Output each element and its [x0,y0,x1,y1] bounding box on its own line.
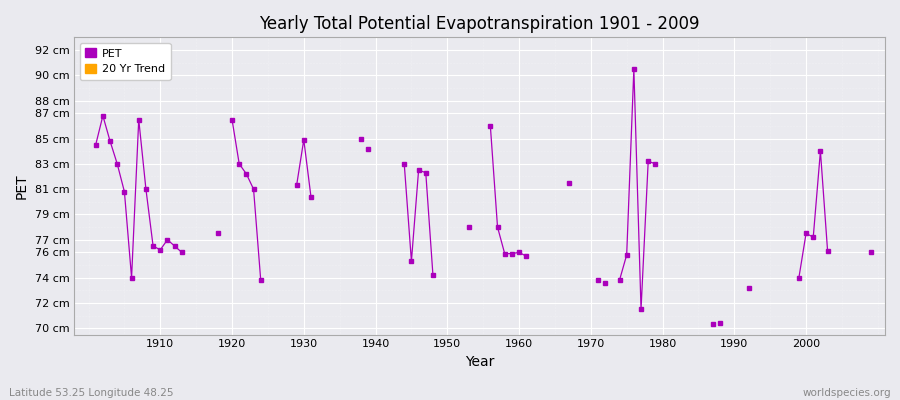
Title: Yearly Total Potential Evapotranspiration 1901 - 2009: Yearly Total Potential Evapotranspiratio… [259,15,700,33]
Text: worldspecies.org: worldspecies.org [803,388,891,398]
Legend: PET, 20 Yr Trend: PET, 20 Yr Trend [80,43,171,80]
X-axis label: Year: Year [465,355,494,369]
Text: Latitude 53.25 Longitude 48.25: Latitude 53.25 Longitude 48.25 [9,388,174,398]
Y-axis label: PET: PET [15,173,29,199]
